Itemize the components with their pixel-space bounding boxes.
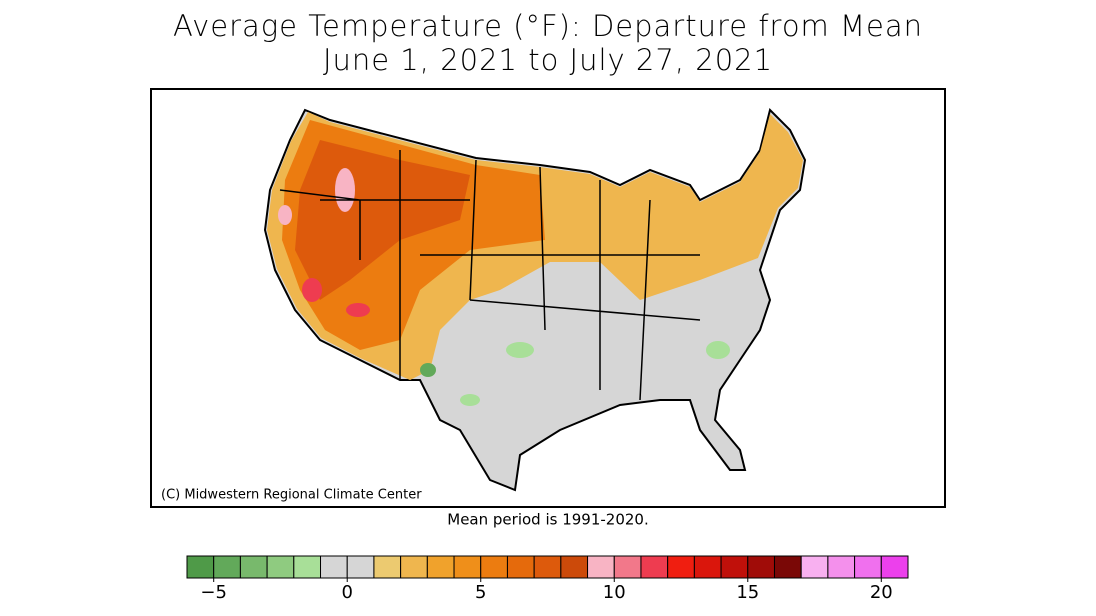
colorbar: −5 0 5 10 15 20 [186, 555, 909, 603]
legend-swatch [453, 555, 482, 579]
legend-swatch [827, 555, 856, 579]
credit: (C) Midwestern Regional Climate Center [161, 488, 422, 503]
tick-label: 5 [475, 582, 486, 603]
legend-swatch [373, 555, 402, 579]
hot-spot [278, 205, 292, 225]
title-line: Average Temperature (°F): Departure from… [173, 9, 923, 43]
legend-swatch [613, 555, 642, 579]
tick-label: 10 [603, 582, 626, 603]
hot-spot [302, 278, 322, 302]
legend-swatch [773, 555, 802, 579]
legend-swatch [346, 555, 375, 579]
hot-spot [335, 168, 355, 212]
hot-spot [346, 303, 370, 317]
legend-swatch [720, 555, 749, 579]
legend-swatch [560, 555, 589, 579]
legend-swatch [239, 555, 268, 579]
legend-swatch [533, 555, 562, 579]
cool-spot [706, 341, 730, 359]
note: Mean period is 1991-2020. [447, 511, 648, 529]
tick-label: 0 [341, 582, 352, 603]
legend-swatch [293, 555, 322, 579]
state-borders [279, 150, 701, 401]
legend-swatch [266, 555, 295, 579]
legend-swatch [506, 555, 535, 579]
tick-label: −5 [200, 582, 227, 603]
title-line: June 1, 2021 to July 27, 2021 [323, 43, 773, 77]
legend-swatch [320, 555, 348, 579]
tick-label: 15 [736, 582, 759, 603]
legend-swatch [693, 555, 722, 579]
legend-swatch [854, 555, 882, 579]
legend-swatch [667, 555, 695, 579]
tick-label: 20 [870, 582, 893, 603]
legend-swatch [747, 555, 775, 579]
legend-swatch [400, 555, 428, 579]
legend-swatch [800, 555, 829, 579]
legend-swatch [186, 555, 215, 579]
legend-swatch [426, 555, 455, 579]
legend-swatch [640, 555, 669, 579]
cool-spot [506, 342, 534, 358]
cool-spot [460, 394, 480, 406]
legend-swatch [213, 555, 241, 579]
legend-swatch [880, 555, 909, 579]
cool-spot [420, 363, 436, 377]
legend-swatch [480, 555, 508, 579]
legend-swatch [587, 555, 615, 579]
map: (C) Midwestern Regional Climate Center [150, 88, 946, 508]
